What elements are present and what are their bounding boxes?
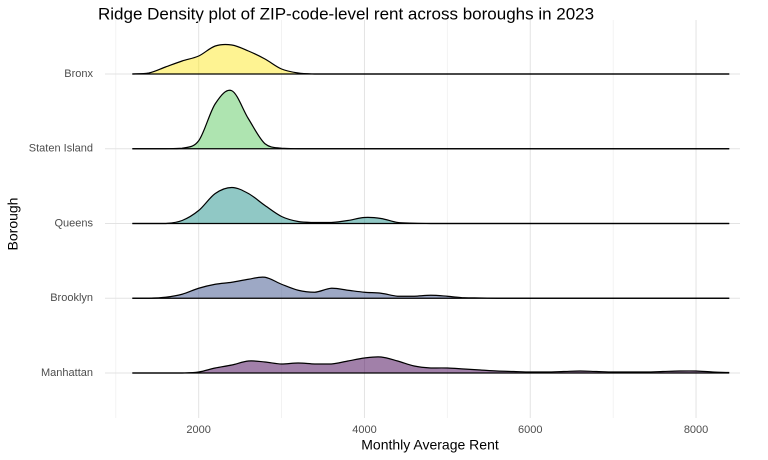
density-line bbox=[132, 356, 730, 374]
density-area bbox=[132, 356, 730, 373]
density-area bbox=[132, 90, 730, 149]
density-area bbox=[132, 277, 730, 299]
x-tick-label: 6000 bbox=[518, 424, 542, 436]
y-tick-label: Staten Island bbox=[29, 143, 93, 155]
chart-title: Ridge Density plot of ZIP-code-level ren… bbox=[98, 4, 594, 23]
density-area bbox=[132, 44, 730, 74]
y-tick-label: Brooklyn bbox=[50, 292, 93, 304]
y-tick-label: Manhattan bbox=[41, 367, 93, 379]
x-axis-title: Monthly Average Rent bbox=[361, 437, 499, 453]
x-tick-label: 8000 bbox=[684, 424, 708, 436]
density-area bbox=[132, 187, 730, 224]
x-tick-label: 2000 bbox=[186, 424, 210, 436]
y-axis-title: Borough bbox=[5, 198, 21, 251]
x-tick-label: 4000 bbox=[352, 424, 376, 436]
y-tick-label: Queens bbox=[54, 217, 93, 229]
y-tick-label: Bronx bbox=[64, 68, 93, 80]
